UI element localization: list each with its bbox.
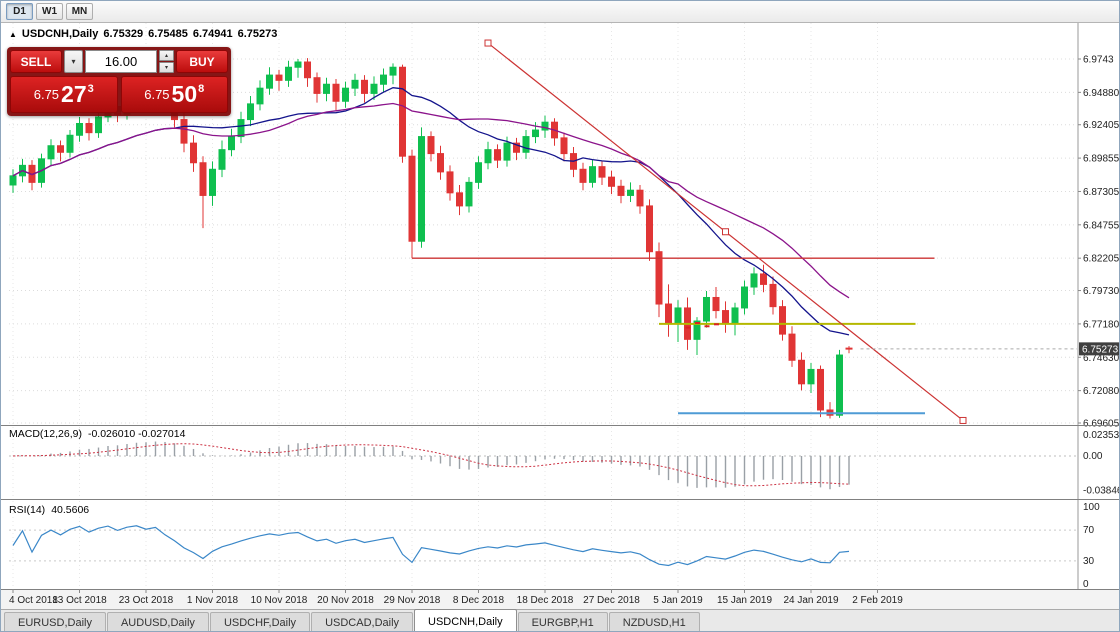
date-axis-label: 18 Dec 2018 bbox=[517, 595, 574, 606]
lot-dropdown-button[interactable]: ▾ bbox=[64, 50, 83, 73]
tab-eurusd-daily[interactable]: EURUSD,Daily bbox=[4, 612, 106, 631]
chevron-down-icon: ▾ bbox=[71, 57, 76, 66]
trade-marker bbox=[714, 323, 719, 326]
date-axis-label: 24 Jan 2019 bbox=[783, 595, 838, 606]
date-axis-label: 23 Oct 2018 bbox=[119, 595, 174, 606]
buy-price-pips: 50 bbox=[171, 81, 198, 107]
macd-axis-label: -0.038466 bbox=[1083, 485, 1120, 496]
one-click-trading-panel: SELL ▾ 16.00 ▴ ▾ BUY 6.75 27 3 6.75 50 8 bbox=[7, 47, 231, 116]
tab-nzdusd-h1[interactable]: NZDUSD,H1 bbox=[608, 612, 700, 631]
rsi-indicator-label: RSI(14) 40.5606 bbox=[9, 504, 89, 516]
chart-canvas[interactable]: 6.9743 6.94880 6.92405 6.89855 6.87305 6.8475… bbox=[1, 23, 1120, 609]
timeframe-toolbar: D1 W1 MN bbox=[1, 1, 1119, 23]
price-axis-label: 6.82205 bbox=[1083, 254, 1120, 265]
trade-marker bbox=[685, 326, 691, 329]
date-axis-label: 2 Feb 2019 bbox=[852, 595, 903, 606]
rsi-axis-label: 30 bbox=[1083, 556, 1095, 567]
sell-price-pips: 27 bbox=[61, 81, 87, 107]
buy-button[interactable]: BUY bbox=[176, 50, 228, 73]
price-axis-label: 6.92405 bbox=[1083, 120, 1120, 131]
date-axis-label: 4 Oct 2018 bbox=[9, 595, 58, 606]
lot-increase-button[interactable]: ▴ bbox=[159, 50, 174, 61]
buy-price-pipette: 8 bbox=[198, 82, 205, 95]
buy-price-display[interactable]: 6.75 50 8 bbox=[120, 76, 228, 113]
sell-price-display[interactable]: 6.75 27 3 bbox=[10, 76, 118, 113]
rsi-value: 40.5606 bbox=[51, 504, 90, 516]
chart-tabbar: EURUSD,Daily AUDUSD,Daily USDCHF,Daily U… bbox=[1, 609, 1119, 631]
price-axis-label: 6.9743 bbox=[1083, 55, 1114, 66]
rsi-axis-label: 70 bbox=[1083, 525, 1095, 536]
macd-indicator-label: MACD(12,26,9) -0.026010 -0.027014 bbox=[9, 428, 185, 440]
rsi-axis-label: 0 bbox=[1083, 579, 1089, 590]
timeframe-mn-button[interactable]: MN bbox=[66, 3, 93, 20]
date-axis-label: 20 Nov 2018 bbox=[317, 595, 374, 606]
rsi-name: RSI(14) bbox=[9, 504, 46, 516]
chart-symbol-label: USDCNH,Daily bbox=[21, 28, 99, 40]
trendline-handle[interactable] bbox=[484, 39, 492, 47]
macd-axis-label: 0.023534 bbox=[1083, 430, 1120, 441]
price-axis-label: 6.89855 bbox=[1083, 154, 1120, 165]
trade-marker bbox=[704, 325, 710, 328]
timeframe-d1-button[interactable]: D1 bbox=[6, 3, 33, 20]
timeframe-w1-button[interactable]: W1 bbox=[36, 3, 63, 20]
price-axis-label: 6.79730 bbox=[1083, 286, 1120, 297]
trendline-handle[interactable] bbox=[722, 228, 729, 236]
macd-name: MACD(12,26,9) bbox=[9, 428, 82, 440]
sell-price-pipette: 3 bbox=[87, 82, 94, 95]
ohlc-low: 6.74941 bbox=[192, 28, 233, 40]
date-axis-label: 5 Jan 2019 bbox=[653, 595, 703, 606]
lot-decrease-button[interactable]: ▾ bbox=[159, 62, 174, 73]
lot-size-input[interactable]: 16.00 bbox=[85, 50, 157, 73]
chart-title: ▲ USDCNH,Daily 6.75329 6.75485 6.74941 6… bbox=[9, 28, 277, 40]
tab-audusd-daily[interactable]: AUDUSD,Daily bbox=[106, 612, 209, 631]
date-axis-label: 29 Nov 2018 bbox=[384, 595, 441, 606]
tab-usdchf-daily[interactable]: USDCHF,Daily bbox=[209, 612, 311, 631]
sell-button[interactable]: SELL bbox=[10, 50, 62, 73]
price-axis-label: 6.77180 bbox=[1083, 319, 1120, 330]
chevron-down-icon: ▾ bbox=[164, 64, 168, 71]
rsi-layer: 100 70 30 0 bbox=[9, 502, 1100, 590]
price-axis-label: 6.69605 bbox=[1083, 419, 1120, 430]
ohlc-high: 6.75485 bbox=[148, 28, 188, 40]
tab-usdcad-daily[interactable]: USDCAD,Daily bbox=[311, 612, 414, 631]
current-price-badge: 6.75273 bbox=[1082, 344, 1119, 355]
macd-values: -0.026010 -0.027014 bbox=[87, 428, 186, 440]
macd-layer: 0.023534 0.00 -0.038466 bbox=[9, 430, 1120, 496]
date-axis-label: 10 Nov 2018 bbox=[251, 595, 308, 606]
tab-eurgbp-h1[interactable]: EURGBP,H1 bbox=[517, 612, 608, 631]
price-axis-label: 6.87305 bbox=[1083, 187, 1120, 198]
macd-axis-label: 0.00 bbox=[1083, 451, 1103, 462]
sell-price-big: 6.75 bbox=[33, 87, 60, 102]
ohlc-open: 6.75329 bbox=[103, 28, 144, 40]
trade-marker bbox=[695, 321, 700, 324]
moving-averages-layer bbox=[12, 87, 850, 336]
lot-stepper: ▴ ▾ bbox=[159, 50, 174, 73]
price-axis-label: 6.84755 bbox=[1083, 220, 1120, 231]
date-axis-label: 13 Oct 2018 bbox=[52, 595, 107, 606]
price-axis-label: 6.72080 bbox=[1083, 386, 1120, 397]
buy-price-big: 6.75 bbox=[144, 87, 170, 102]
date-axis-label: 15 Jan 2019 bbox=[717, 595, 772, 606]
date-axis-label: 27 Dec 2018 bbox=[583, 595, 640, 606]
grid-layer bbox=[9, 23, 1077, 589]
date-axis-label: 8 Dec 2018 bbox=[453, 595, 505, 606]
chart-objects-layer[interactable] bbox=[412, 39, 967, 424]
price-axis-label: 6.74630 bbox=[1083, 353, 1120, 364]
date-axis-label: 1 Nov 2018 bbox=[187, 595, 239, 606]
rsi-axis-label: 100 bbox=[1083, 502, 1100, 513]
trendline-handle[interactable] bbox=[959, 416, 967, 424]
price-axis-label: 6.94880 bbox=[1083, 88, 1120, 99]
price-axis: 6.9743 6.94880 6.92405 6.89855 6.87305 6.8475… bbox=[860, 23, 1120, 589]
chevron-up-icon: ▴ bbox=[164, 52, 168, 59]
tab-usdcnh-daily[interactable]: USDCNH,Daily bbox=[414, 609, 517, 631]
triangle-up-icon: ▲ bbox=[9, 30, 17, 39]
ohlc-close: 6.75273 bbox=[237, 28, 278, 40]
